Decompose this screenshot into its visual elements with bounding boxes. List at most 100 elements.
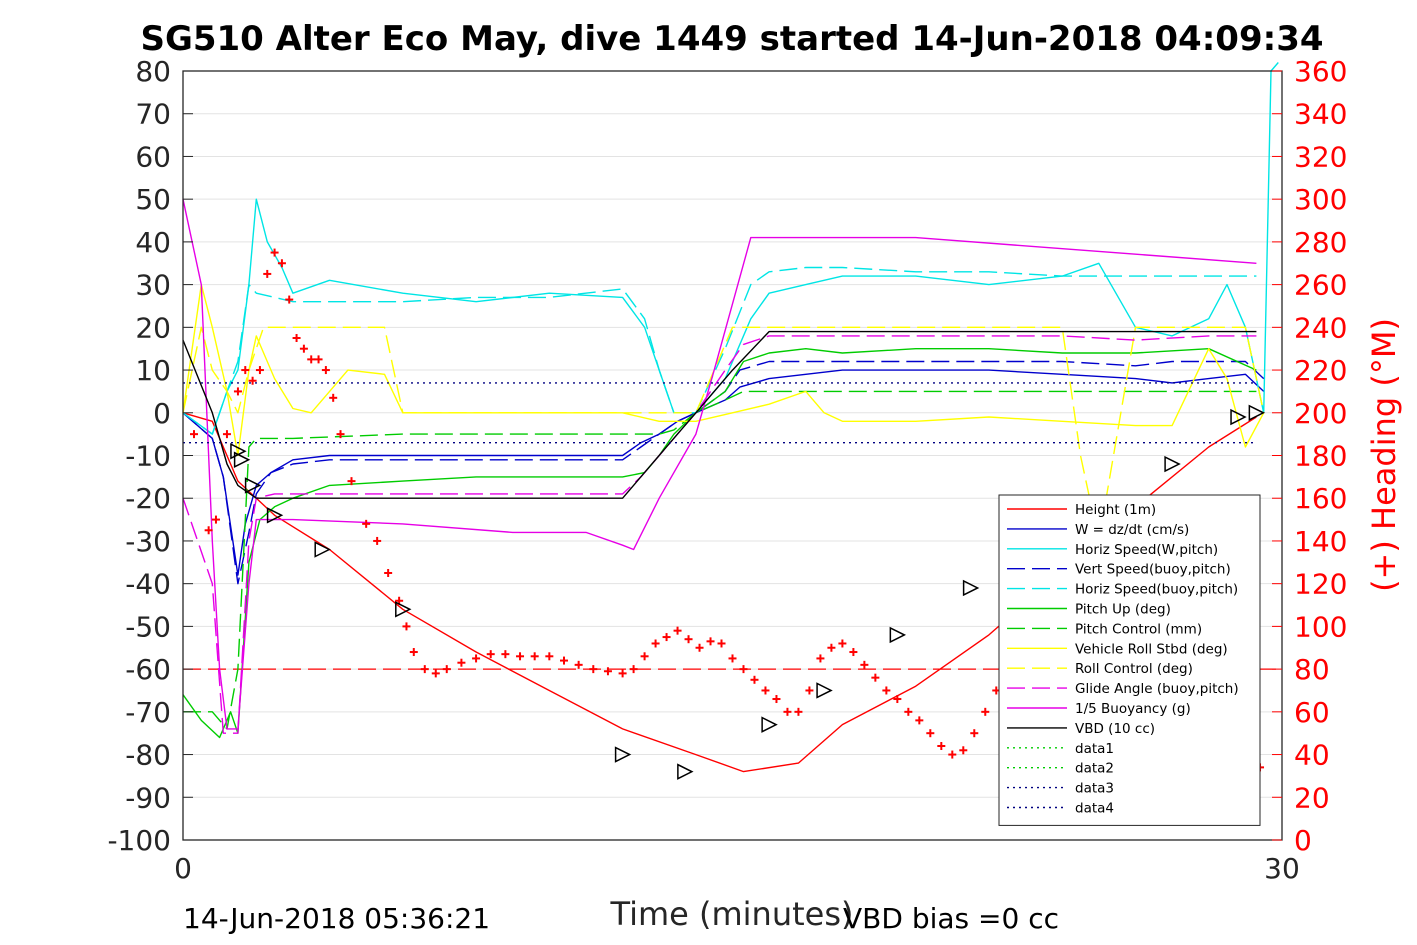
y2-tick-label: 300	[1294, 183, 1347, 216]
y-tick-label: -80	[125, 739, 171, 772]
heading-point	[904, 707, 913, 716]
legend-entry: data1	[1075, 741, 1114, 757]
legend-box	[998, 494, 1261, 826]
heading-point	[589, 665, 598, 674]
legend-entry: Horiz Speed(W,pitch)	[1075, 542, 1218, 558]
right-axis-ticks: 3603403203002802602402202001801601401201…	[1272, 55, 1347, 857]
legend-entry: Roll Control (deg)	[1075, 661, 1193, 677]
x-axis-ticks: 0 30	[174, 830, 1300, 885]
heading-point	[545, 652, 554, 661]
heading-point	[409, 648, 418, 657]
heading-point	[431, 669, 440, 678]
legend-entry: Pitch Control (mm)	[1075, 621, 1202, 637]
y-tick-label: 40	[135, 226, 171, 259]
chart-title: SG510 Alter Eco May, dive 1449 started 1…	[140, 19, 1323, 59]
series-line-11	[182, 199, 1257, 730]
y-tick-label: 70	[135, 98, 171, 131]
y-tick-label: -50	[125, 610, 171, 643]
heading-point	[761, 686, 770, 695]
heading-point	[263, 269, 272, 278]
y2-tick-label: 80	[1294, 653, 1330, 686]
triangle-marker	[266, 507, 284, 524]
heading-point	[559, 656, 568, 665]
y-tick-label: 0	[153, 397, 171, 430]
heading-point	[695, 643, 704, 652]
triangle-marker	[614, 746, 632, 763]
series-line-9	[182, 326, 1265, 542]
heading-point	[329, 393, 338, 402]
plot-marks	[182, 62, 1282, 780]
triangle-marker	[1164, 455, 1181, 473]
legend-entry: Vehicle Roll Stbd (deg)	[1075, 641, 1228, 657]
heading-point	[981, 707, 990, 716]
y2-tick-label: 260	[1294, 269, 1347, 302]
y-tick-label: -20	[125, 482, 171, 515]
heading-point	[640, 652, 649, 661]
y-tick-label: -40	[125, 568, 171, 601]
heading-point	[277, 259, 286, 268]
heading-point	[292, 334, 301, 343]
series-line-7	[183, 390, 1257, 730]
legend-entry: W = dz/dt (cm/s)	[1075, 522, 1189, 538]
legend-entry: Vert Speed(buoy,pitch)	[1075, 562, 1231, 578]
legend-entry: Pitch Up (deg)	[1075, 602, 1171, 618]
heading-point	[299, 344, 308, 353]
heading-point	[618, 669, 627, 678]
heading-point	[948, 750, 957, 759]
series-line-5	[182, 266, 1257, 435]
heading-point	[739, 665, 748, 674]
y2-tick-label: 220	[1294, 354, 1347, 387]
y-tick-label: -10	[125, 440, 171, 473]
legend-entry: data2	[1075, 761, 1114, 777]
heading-point	[629, 665, 638, 674]
heading-point	[706, 637, 715, 646]
y2-tick-label: 140	[1294, 525, 1347, 558]
heading-point	[871, 673, 880, 682]
heading-point	[457, 658, 466, 667]
x-tick-label: 30	[1264, 852, 1300, 885]
heading-point	[684, 635, 693, 644]
triangle-marker	[761, 716, 778, 733]
heading-point	[603, 667, 612, 676]
y2-tick-label: 160	[1294, 482, 1347, 515]
heading-point	[384, 568, 393, 577]
heading-point	[307, 355, 316, 364]
right-axis-label: (+) Heading (°M)	[1365, 318, 1403, 592]
footer-timestamp: 14-Jun-2018 05:36:21	[183, 902, 490, 935]
y-tick-label: 30	[135, 269, 171, 302]
heading-point	[189, 430, 198, 439]
y-tick-label: 10	[135, 354, 171, 387]
legend: Height (1m) W = dz/dt (cm/s) Horiz Speed(W…	[998, 494, 1261, 826]
y2-tick-label: 180	[1294, 440, 1347, 473]
heading-point	[915, 716, 924, 725]
heading-point	[314, 355, 323, 364]
y2-tick-label: 320	[1294, 140, 1347, 173]
x-axis-label: Time (minutes)	[610, 895, 854, 933]
heading-point	[783, 707, 792, 716]
legend-entry: data4	[1075, 801, 1114, 817]
heading-point	[255, 366, 264, 375]
legend-entry: Height (1m)	[1075, 502, 1156, 518]
triangle-marker	[962, 579, 980, 597]
heading-point	[501, 650, 510, 659]
heading-point	[442, 665, 451, 674]
heading-point	[651, 639, 660, 648]
y2-tick-label: 100	[1294, 610, 1347, 643]
triangle-marker	[816, 682, 833, 699]
y-tick-label: 80	[135, 55, 171, 88]
heading-point	[926, 729, 935, 738]
y-tick-label: -60	[125, 653, 171, 686]
heading-point	[794, 707, 803, 716]
heading-point	[849, 648, 858, 657]
heading-point	[402, 622, 411, 631]
footer-vbd-bias: VBD bias =0 cc	[843, 902, 1059, 935]
heading-point	[893, 695, 902, 704]
heading-point	[347, 477, 356, 486]
legend-entry: Glide Angle (buoy,pitch)	[1075, 681, 1239, 697]
series-line-3	[182, 62, 1279, 435]
heading-point	[805, 686, 814, 695]
triangle-marker	[1248, 404, 1266, 421]
legend-entry: VBD (10 cc)	[1075, 721, 1155, 737]
heading-point	[937, 742, 946, 751]
